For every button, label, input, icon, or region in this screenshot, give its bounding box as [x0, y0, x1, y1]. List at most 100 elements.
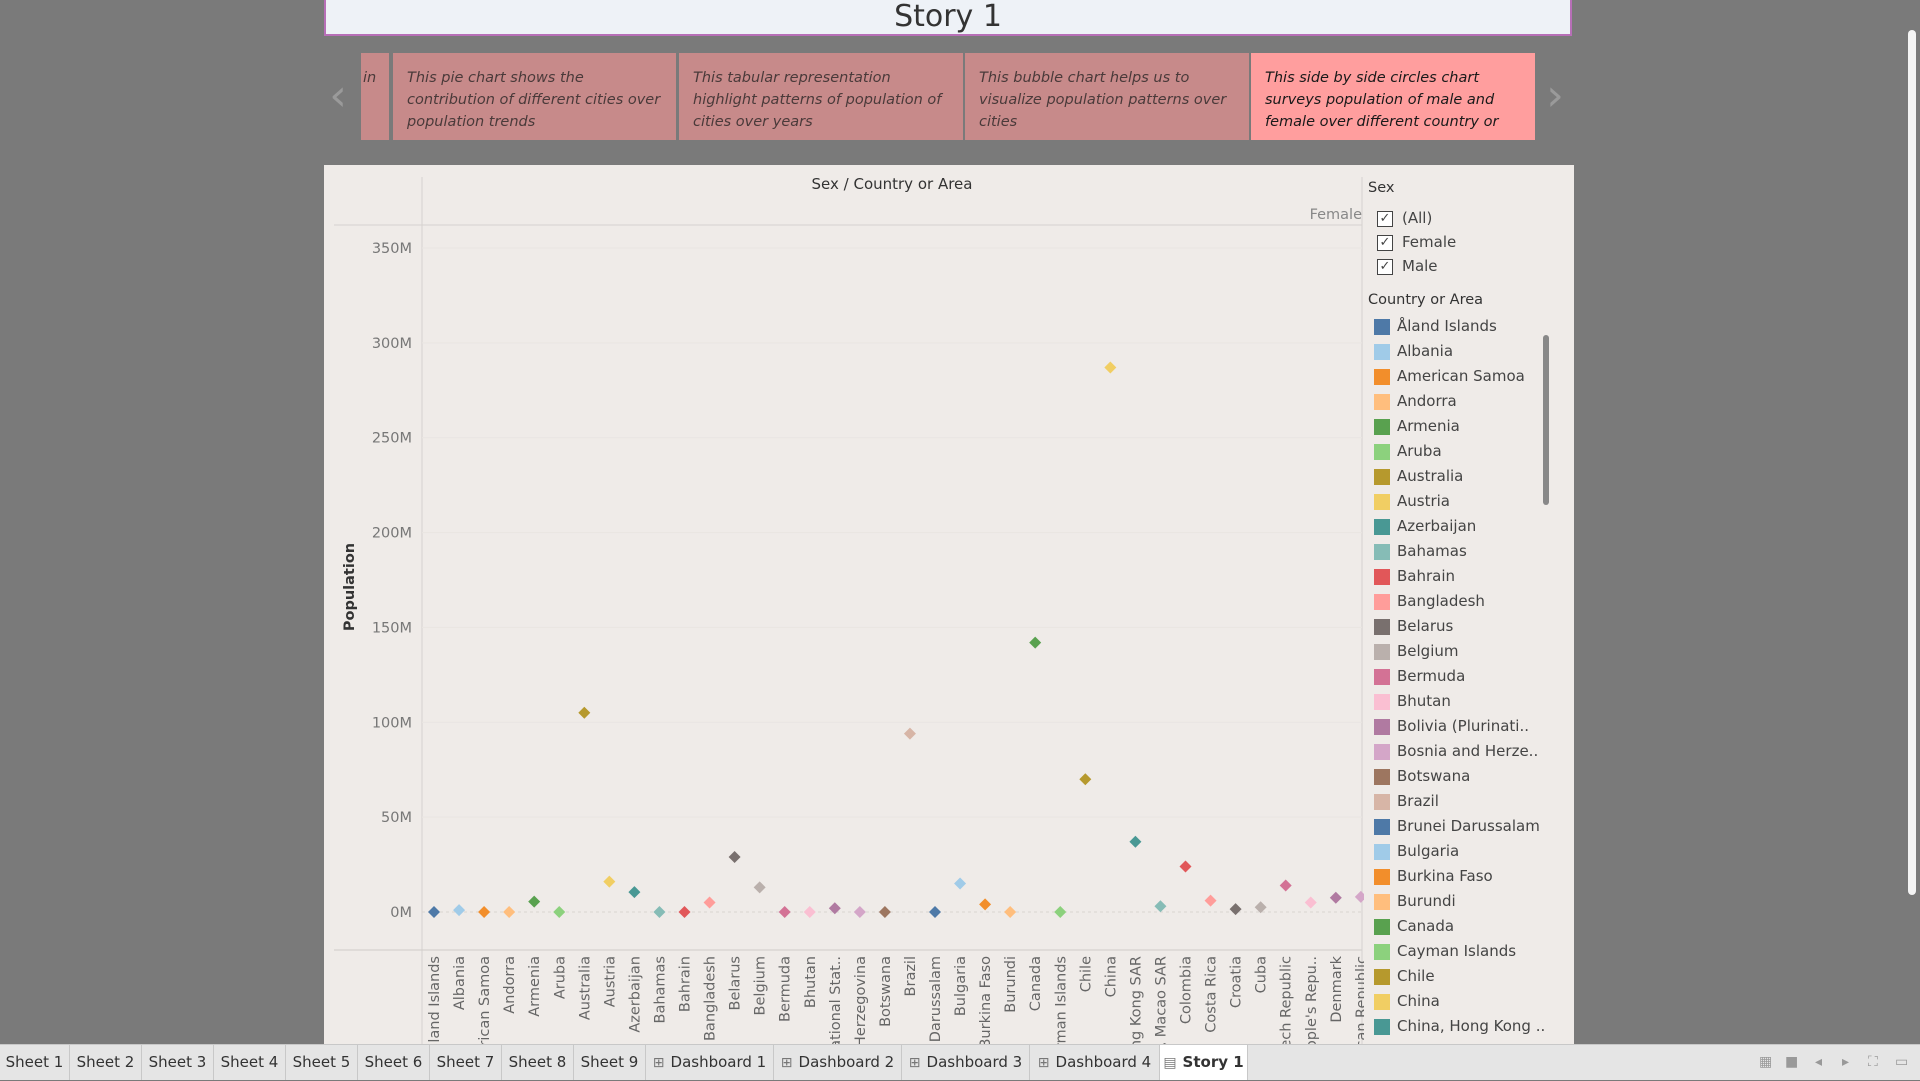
legend-item[interactable]: Bahamas [1368, 541, 1538, 563]
tab-sheet-7[interactable]: Sheet 7 [430, 1045, 502, 1080]
data-point-diamond[interactable] [753, 881, 766, 894]
tab-dashboard-1[interactable]: ⊞ Dashboard 1 [646, 1045, 774, 1080]
legend-item[interactable]: Burkina Faso [1368, 866, 1538, 888]
data-point-diamond[interactable] [1029, 636, 1042, 649]
legend-item[interactable]: Albania [1368, 341, 1538, 363]
single-view-icon[interactable]: ■ [1785, 1054, 1799, 1070]
data-point-diamond[interactable] [528, 895, 541, 908]
data-point-diamond[interactable] [1204, 894, 1217, 907]
data-point-diamond[interactable] [703, 896, 716, 909]
data-point-diamond[interactable] [1079, 773, 1092, 786]
story-next-arrow[interactable]: › [1546, 70, 1564, 121]
tab-dashboard-2[interactable]: ⊞ Dashboard 2 [774, 1045, 902, 1080]
tab-story-1[interactable]: ▤ Story 1 [1160, 1045, 1248, 1080]
data-point-diamond[interactable] [954, 877, 967, 890]
data-point-diamond[interactable] [828, 902, 841, 915]
checkbox-icon[interactable]: ✓ [1377, 235, 1393, 251]
story-point-4-active[interactable]: This side by side circles chart surveys … [1251, 53, 1535, 140]
data-point-diamond[interactable] [1279, 879, 1292, 892]
legend-item[interactable]: American Samoa [1368, 366, 1538, 388]
legend-item[interactable]: Azerbaijan [1368, 516, 1538, 538]
legend-item[interactable]: Bosnia and Herze.. [1368, 741, 1538, 763]
legend-item[interactable]: China, Hong Kong .. [1368, 1016, 1545, 1038]
data-point-diamond[interactable] [728, 850, 741, 863]
legend-item[interactable]: Armenia [1368, 416, 1538, 438]
data-point-diamond[interactable] [628, 886, 641, 899]
data-point-diamond[interactable] [903, 727, 916, 740]
story-point-1[interactable]: This pie chart shows the contribution of… [393, 53, 676, 140]
data-point-diamond[interactable] [1179, 860, 1192, 873]
tab-dashboard-3[interactable]: ⊞ Dashboard 3 [902, 1045, 1030, 1080]
story-point-3[interactable]: This bubble chart helps us to visualize … [965, 53, 1249, 140]
legend-item[interactable]: Belgium [1368, 641, 1538, 663]
legend-item[interactable]: Botswana [1368, 766, 1538, 788]
data-point-diamond[interactable] [1254, 901, 1267, 914]
legend-item[interactable]: Cayman Islands [1368, 941, 1538, 963]
data-point-diamond[interactable] [1129, 835, 1142, 848]
tab-sheet-8[interactable]: Sheet 8 [502, 1045, 574, 1080]
legend-item[interactable]: Bangladesh [1368, 591, 1538, 613]
tab-sheet-9[interactable]: Sheet 9 [574, 1045, 646, 1080]
legend-item[interactable]: China [1368, 991, 1538, 1013]
story-prev-arrow[interactable]: ‹ [329, 70, 347, 121]
sex-filter-option[interactable]: ✓ Female [1368, 232, 1568, 254]
page-scrollbar[interactable] [1908, 30, 1916, 895]
data-point-diamond[interactable] [578, 706, 591, 719]
data-point-diamond[interactable] [979, 898, 992, 911]
data-point-diamond[interactable] [453, 904, 466, 917]
checkbox-icon[interactable]: ✓ [1377, 211, 1393, 227]
legend-item[interactable]: Bermuda [1368, 666, 1538, 688]
tab-sheet-2[interactable]: Sheet 2 [70, 1045, 142, 1080]
data-point-diamond[interactable] [1304, 896, 1317, 909]
data-point-diamond[interactable] [853, 906, 866, 918]
data-point-diamond[interactable] [553, 906, 566, 918]
data-point-diamond[interactable] [503, 906, 516, 918]
data-point-diamond[interactable] [678, 906, 691, 918]
data-point-diamond[interactable] [428, 906, 440, 918]
grid-view-icon[interactable]: ▦ [1759, 1054, 1773, 1070]
tab-sheet-6[interactable]: Sheet 6 [358, 1045, 430, 1080]
legend-scroll-thumb[interactable] [1543, 335, 1549, 505]
data-point-diamond[interactable] [1354, 890, 1364, 903]
data-point-diamond[interactable] [653, 906, 666, 918]
legend-item[interactable]: Brazil [1368, 791, 1538, 813]
tab-sheet-1[interactable]: Sheet 1 [0, 1045, 70, 1080]
story-point-2[interactable]: This tabular representation highlight pa… [679, 53, 963, 140]
checkbox-icon[interactable]: ✓ [1377, 259, 1393, 275]
next-icon[interactable]: ▸ [1842, 1054, 1850, 1070]
data-point-diamond[interactable] [1229, 903, 1242, 916]
story-point-0[interactable]: in [361, 53, 389, 140]
legend-item[interactable]: Canada [1368, 916, 1538, 938]
legend-item[interactable]: Bulgaria [1368, 841, 1538, 863]
legend-item[interactable]: Burundi [1368, 891, 1538, 913]
comment-icon[interactable]: ▭ [1895, 1054, 1909, 1070]
legend-item[interactable]: Bahrain [1368, 566, 1538, 588]
data-point-diamond[interactable] [803, 906, 816, 918]
data-point-diamond[interactable] [878, 906, 891, 918]
legend-item[interactable]: Austria [1368, 491, 1538, 513]
prev-icon[interactable]: ◂ [1815, 1054, 1823, 1070]
sex-filter-option[interactable]: ✓ (All) [1368, 208, 1568, 230]
legend-item[interactable]: Bhutan [1368, 691, 1538, 713]
fullscreen-icon[interactable]: ⛶ [1868, 1054, 1878, 1070]
data-point-diamond[interactable] [1104, 361, 1117, 374]
legend-item[interactable]: Aruba [1368, 441, 1538, 463]
data-point-diamond[interactable] [929, 906, 941, 918]
tab-sheet-5[interactable]: Sheet 5 [286, 1045, 358, 1080]
data-point-diamond[interactable] [1154, 900, 1167, 913]
data-point-diamond[interactable] [1054, 906, 1067, 918]
legend-item[interactable]: Bolivia (Plurinati.. [1368, 716, 1538, 738]
legend-item[interactable]: Andorra [1368, 391, 1538, 413]
tab-sheet-3[interactable]: Sheet 3 [142, 1045, 214, 1080]
sex-filter-option[interactable]: ✓ Male [1368, 256, 1568, 278]
legend-item[interactable]: Brunei Darussalam [1368, 816, 1540, 838]
data-point-diamond[interactable] [603, 875, 616, 888]
data-point-diamond[interactable] [1004, 906, 1017, 918]
legend-item[interactable]: Australia [1368, 466, 1538, 488]
data-point-diamond[interactable] [478, 906, 491, 918]
legend-item[interactable]: Åland Islands [1368, 316, 1538, 338]
data-point-diamond[interactable] [778, 906, 791, 918]
legend-item[interactable]: Chile [1368, 966, 1538, 988]
tab-dashboard-4[interactable]: ⊞ Dashboard 4 [1030, 1045, 1160, 1080]
legend-item[interactable]: Belarus [1368, 616, 1538, 638]
